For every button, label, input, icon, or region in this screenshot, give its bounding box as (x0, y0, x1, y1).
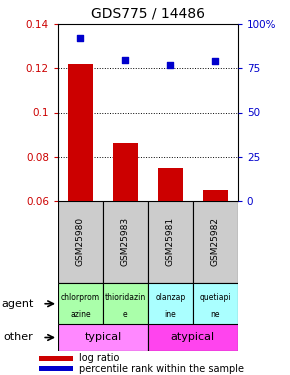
Text: GSM25980: GSM25980 (76, 217, 85, 266)
Text: percentile rank within the sample: percentile rank within the sample (79, 364, 244, 374)
Point (78, 36, 83, 42)
Bar (203, 190, 228, 201)
Text: azine: azine (70, 310, 91, 319)
Text: ine: ine (164, 310, 176, 319)
Text: ne: ne (211, 310, 220, 319)
Point (213, 58, 218, 64)
Text: e: e (123, 310, 128, 319)
Bar (103, 283, 148, 324)
Text: olanzap: olanzap (155, 293, 186, 302)
Text: thioridazin: thioridazin (105, 293, 146, 302)
Bar (193, 201, 238, 283)
Bar (148, 201, 193, 283)
Text: atypical: atypical (171, 333, 215, 342)
Text: quetiapi: quetiapi (200, 293, 231, 302)
Title: GDS775 / 14486: GDS775 / 14486 (91, 6, 205, 20)
Point (123, 57, 128, 63)
Bar (68, 64, 93, 201)
Bar (148, 324, 238, 351)
Text: GSM25982: GSM25982 (211, 217, 220, 266)
Point (168, 62, 173, 68)
Bar (193, 283, 238, 324)
Text: GSM25981: GSM25981 (166, 217, 175, 266)
Text: log ratio: log ratio (79, 353, 120, 363)
Bar (58, 324, 148, 351)
Text: typical: typical (84, 333, 122, 342)
Bar (58, 283, 103, 324)
Bar (58, 201, 103, 283)
Bar (113, 143, 138, 201)
Bar (148, 283, 193, 324)
Bar (158, 168, 183, 201)
Text: agent: agent (1, 299, 33, 309)
Text: GSM25983: GSM25983 (121, 217, 130, 266)
Bar (103, 201, 148, 283)
Text: chlorprom: chlorprom (61, 293, 100, 302)
Bar (39, 356, 73, 361)
Bar (39, 366, 73, 371)
Text: other: other (3, 333, 33, 342)
